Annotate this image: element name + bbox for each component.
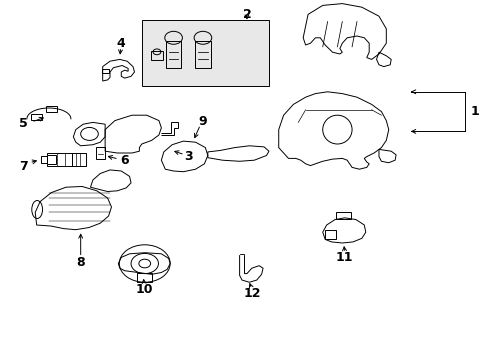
Text: 8: 8 (76, 256, 85, 269)
Bar (336, 212, 350, 219)
Text: 2: 2 (242, 8, 251, 21)
Bar (239, 254, 244, 258)
Text: 12: 12 (243, 287, 260, 300)
Text: 5: 5 (19, 117, 28, 130)
Bar (47, 155, 56, 164)
Bar (150, 51, 163, 60)
Bar (41, 156, 47, 163)
Text: 1: 1 (469, 105, 478, 118)
Bar (137, 273, 151, 282)
Polygon shape (239, 256, 263, 282)
Text: 7: 7 (19, 160, 28, 173)
Text: 9: 9 (198, 115, 207, 128)
Text: 3: 3 (183, 150, 192, 163)
Text: 6: 6 (120, 154, 129, 167)
Bar (325, 230, 335, 239)
Bar (142, 20, 268, 86)
Bar (47, 153, 72, 166)
Bar (31, 114, 41, 120)
Bar (46, 106, 57, 112)
Bar (102, 69, 108, 73)
Bar (96, 147, 104, 159)
Bar (72, 153, 85, 166)
Text: 4: 4 (117, 37, 125, 50)
Text: 10: 10 (135, 283, 153, 296)
Text: 11: 11 (335, 251, 353, 264)
